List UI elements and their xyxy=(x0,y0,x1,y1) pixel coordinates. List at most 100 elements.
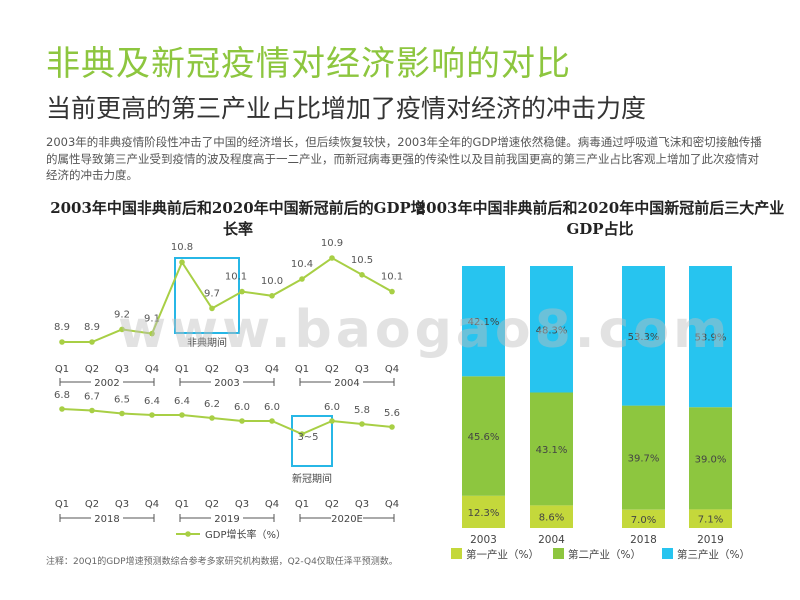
quarter-tick-label: Q1 xyxy=(175,499,189,510)
year-label: 2019 xyxy=(214,514,239,525)
gdp-value-label: 6.0 xyxy=(234,402,250,413)
bar-value-label: 7.0% xyxy=(631,515,656,526)
gdp-value-label: 8.9 xyxy=(84,322,100,333)
bar-segment-2 xyxy=(462,266,505,377)
bar-segment-2 xyxy=(622,266,665,406)
bar-value-label: 39.7% xyxy=(628,454,660,465)
quarter-tick-label: Q2 xyxy=(205,499,219,510)
gdp-value-label: 6.8 xyxy=(54,390,70,401)
quarter-tick-label: Q3 xyxy=(115,364,129,375)
gdp-value-label: 6.0 xyxy=(264,402,280,413)
bar-category-label: 2018 xyxy=(630,534,657,546)
gdp-point xyxy=(209,305,215,312)
gdp-value-label: 6.4 xyxy=(174,396,190,407)
highlight-box-1 xyxy=(291,415,333,467)
quarter-tick-label: Q4 xyxy=(385,499,399,510)
year-label: 2004 xyxy=(334,378,359,389)
quarter-tick-label: Q2 xyxy=(85,364,99,375)
quarter-tick-label: Q4 xyxy=(145,499,159,510)
gdp-point xyxy=(239,288,245,295)
gdp-point xyxy=(239,418,245,424)
gdp-point xyxy=(149,330,155,337)
gdp-value-label: 10.4 xyxy=(291,259,313,270)
quarter-tick-label: Q1 xyxy=(55,364,69,375)
bar-category-label: 2004 xyxy=(538,534,565,546)
legend-label-1: 第二产业（%） xyxy=(568,548,641,561)
legend-swatch-0 xyxy=(451,548,462,559)
gdp-legend-label: GDP增长率（%） xyxy=(205,528,286,541)
gdp-point xyxy=(329,255,335,261)
gdp-legend-marker xyxy=(185,531,191,537)
year-label: 2020E xyxy=(331,514,363,525)
quarter-tick-label: Q3 xyxy=(355,499,369,510)
legend-swatch-2 xyxy=(662,548,673,559)
gdp-point xyxy=(149,412,155,418)
bar-segment-2 xyxy=(530,266,573,393)
gdp-point xyxy=(179,259,185,266)
quarter-tick-label: Q3 xyxy=(355,364,369,375)
gdp-point xyxy=(269,293,275,299)
year-label: 2002 xyxy=(94,378,119,389)
legend-label-0: 第一产业（%） xyxy=(466,548,539,561)
legend-label-2: 第三产业（%） xyxy=(677,548,750,561)
gdp-value-label: 9.7 xyxy=(204,288,220,299)
gdp-point xyxy=(389,288,395,295)
gdp-point xyxy=(209,415,215,421)
gdp-line-1 xyxy=(61,408,393,436)
gdp-point xyxy=(389,424,395,430)
bar-segment-1 xyxy=(530,392,573,506)
gdp-point xyxy=(89,339,95,345)
highlight-label-0: 非典期间 xyxy=(187,336,227,349)
gdp-value-label: 6.7 xyxy=(84,392,100,403)
highlight-label-1: 新冠期间 xyxy=(292,472,332,485)
year-label: 2018 xyxy=(94,514,119,525)
bar-value-label: 43.1% xyxy=(536,445,568,456)
bar-value-label: 48.3% xyxy=(536,325,568,336)
gdp-point xyxy=(119,326,125,333)
gdp-value-label: 9.1 xyxy=(144,314,160,325)
gdp-value-label: 10.8 xyxy=(171,242,193,253)
bar-segment-1 xyxy=(462,376,505,496)
bar-value-label: 53.3% xyxy=(628,332,660,343)
quarter-tick-label: Q4 xyxy=(265,364,279,375)
gdp-value-label: 10.1 xyxy=(381,272,403,283)
gdp-point xyxy=(179,412,185,418)
quarter-tick-label: Q3 xyxy=(115,499,129,510)
highlight-box-0 xyxy=(174,257,240,334)
gdp-value-label: 6.0 xyxy=(324,402,340,413)
intro-paragraph: 2003年的非典疫情阶段性冲击了中国的经济增长，但后续恢复较快，2003年全年的… xyxy=(46,135,762,182)
gdp-value-label: 3~5 xyxy=(297,432,318,443)
gdp-value-label: 5.6 xyxy=(384,408,400,419)
quarter-tick-label: Q2 xyxy=(325,364,339,375)
gdp-value-label: 9.2 xyxy=(114,309,130,320)
watermark-text: www.baogao8.com xyxy=(118,300,732,360)
bar-value-label: 12.3% xyxy=(468,508,500,519)
bar-value-label: 53.9% xyxy=(695,333,727,344)
quarter-tick-label: Q1 xyxy=(175,364,189,375)
gdp-value-label: 6.2 xyxy=(204,399,220,410)
quarter-tick-label: Q1 xyxy=(295,499,309,510)
gdp-value-label: 5.8 xyxy=(354,405,370,416)
gdp-value-label: 8.9 xyxy=(54,322,70,333)
quarter-tick-label: Q4 xyxy=(265,499,279,510)
quarter-tick-label: Q1 xyxy=(295,364,309,375)
quarter-tick-label: Q1 xyxy=(55,499,69,510)
gdp-point xyxy=(299,276,305,282)
industry-chart-title: 2003年中国非典前后和2020年中国新冠前后三大产业GDP占比 xyxy=(415,199,785,238)
gdp-point xyxy=(59,406,65,412)
bar-segment-1 xyxy=(622,405,665,510)
bar-segment-0 xyxy=(530,505,573,528)
bar-value-label: 45.6% xyxy=(468,432,500,443)
bar-value-label: 7.1% xyxy=(698,515,723,526)
gdp-point xyxy=(359,272,365,278)
bar-value-label: 39.0% xyxy=(695,454,727,465)
quarter-tick-label: Q2 xyxy=(85,499,99,510)
quarter-tick-label: Q4 xyxy=(385,364,399,375)
quarter-tick-label: Q2 xyxy=(325,499,339,510)
quarter-tick-label: Q3 xyxy=(235,364,249,375)
bar-value-label: 8.6% xyxy=(539,513,564,524)
gdp-value-label: 10.9 xyxy=(321,238,343,249)
page-title: 非典及新冠疫情对经济影响的对比 xyxy=(46,44,571,84)
